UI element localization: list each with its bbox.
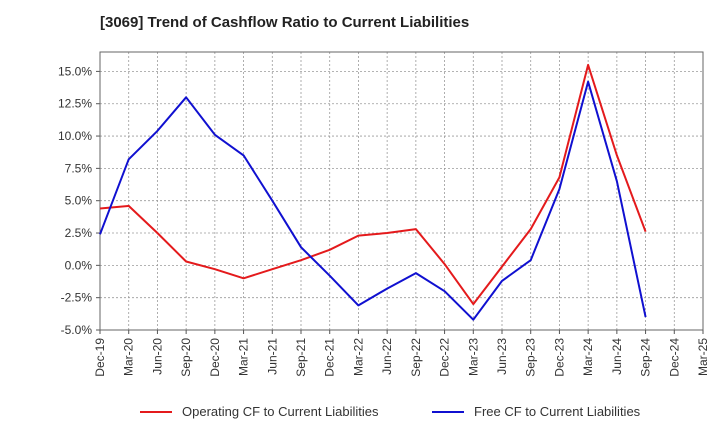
- x-tick-label: Jun-20: [150, 338, 164, 375]
- x-tick-label: Dec-23: [552, 338, 566, 377]
- y-tick-label: 7.5%: [65, 161, 93, 175]
- x-tick-label: Mar-25: [696, 338, 710, 376]
- x-tick-label: Jun-23: [495, 338, 509, 375]
- y-tick-label: 10.0%: [58, 129, 92, 143]
- x-tick-label: Dec-19: [93, 338, 107, 377]
- legend-free-cf-label: Free CF to Current Liabilities: [474, 404, 641, 419]
- x-tick-label: Dec-21: [323, 338, 337, 377]
- x-tick-label: Sep-20: [179, 338, 193, 377]
- legend-free-cf-swatch: [432, 410, 464, 413]
- x-tick-label: Mar-21: [237, 338, 251, 376]
- x-tick-label: Dec-22: [438, 338, 452, 377]
- x-tick-label: Jun-22: [380, 338, 394, 375]
- x-tick-label: Dec-24: [667, 338, 681, 377]
- legend-operating-cf: Operating CF to Current Liabilities: [140, 404, 379, 419]
- x-tick-label: Dec-20: [208, 338, 222, 377]
- legend-operating-cf-label: Operating CF to Current Liabilities: [182, 404, 379, 419]
- legend-operating-cf-swatch: [140, 410, 172, 413]
- y-tick-label: 15.0%: [58, 64, 92, 78]
- y-tick-label: -2.5%: [61, 291, 93, 305]
- x-tick-label: Mar-20: [122, 338, 136, 376]
- y-tick-label: -5.0%: [61, 323, 93, 337]
- series-line-free-cf: [99, 80, 647, 321]
- plot-frame: [99, 51, 704, 331]
- x-tick-label: Jun-24: [610, 338, 624, 375]
- legend-free-cf: Free CF to Current Liabilities: [432, 404, 640, 419]
- y-tick-label: 0.0%: [65, 258, 93, 272]
- x-tick-label: Mar-23: [466, 338, 480, 376]
- x-tick-label: Sep-21: [294, 338, 308, 377]
- series-line-operating-cf: [99, 63, 647, 306]
- y-tick-label: 12.5%: [58, 97, 92, 111]
- x-tick-label: Jun-21: [265, 338, 279, 375]
- y-tick-label: 5.0%: [65, 194, 93, 208]
- x-tick-label: Sep-24: [639, 338, 653, 377]
- x-tick-label: Mar-24: [581, 338, 595, 376]
- x-tick-label: Mar-22: [351, 338, 365, 376]
- y-tick-label: 2.5%: [65, 226, 93, 240]
- x-tick-label: Sep-23: [524, 338, 538, 377]
- chart-title: [3069] Trend of Cashflow Ratio to Curren…: [100, 14, 470, 31]
- x-tick-label: Sep-22: [409, 338, 423, 377]
